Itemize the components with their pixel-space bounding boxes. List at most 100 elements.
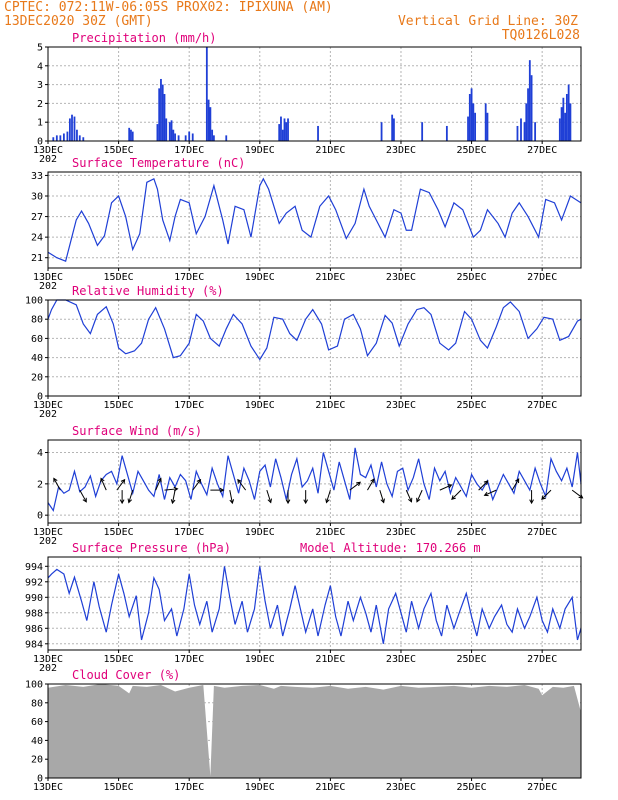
precip-bar xyxy=(280,116,282,141)
x-tick-label: 27DEC xyxy=(527,272,557,283)
panel-wind: 0 2 4 13DEC 15DEC 17DEC 19DEC 21DEC 23DEC 25DEC 27… xyxy=(33,424,584,547)
x-year-label: 202 xyxy=(39,281,57,292)
wind-arrow xyxy=(541,489,552,500)
precip-bar xyxy=(470,88,473,141)
x-tick-label: 17DEC xyxy=(174,527,204,538)
wind-arrow xyxy=(171,490,176,504)
precip-bar xyxy=(78,135,81,141)
precip-bar xyxy=(527,88,529,141)
panel-frame xyxy=(47,171,582,269)
precip-bar xyxy=(191,133,194,141)
y-tick-label: 3 xyxy=(37,80,43,91)
y-tick-label: 992 xyxy=(25,577,43,588)
precip-bar xyxy=(393,118,395,141)
y-tick-label: 4 xyxy=(37,448,43,459)
x-tick-label: 15DEC xyxy=(104,654,134,665)
x-tick-label: 21DEC xyxy=(315,145,345,156)
wind-arrowhead xyxy=(380,498,385,504)
wind-arrowhead xyxy=(514,478,520,484)
precip-bar xyxy=(558,118,561,141)
precip-bar xyxy=(486,112,489,141)
wind-arrow xyxy=(439,484,452,491)
y-tick-label: 988 xyxy=(25,608,43,619)
precip-bar xyxy=(62,133,65,141)
x-year-label: 202 xyxy=(39,154,57,165)
panel-title: Surface Pressure (hPa) xyxy=(72,541,231,555)
precip-bar xyxy=(165,118,168,141)
wind-arrowhead xyxy=(370,478,375,484)
x-tick-label: 17DEC xyxy=(174,400,204,411)
wind-arrowhead xyxy=(447,484,453,489)
precip-bar xyxy=(484,103,487,141)
wind-arrowhead xyxy=(229,499,235,505)
x-tick-label: 15DEC xyxy=(104,145,134,156)
y-tick-label: 24 xyxy=(31,233,43,244)
wind-arrow xyxy=(128,489,134,503)
x-tick-label: 21DEC xyxy=(315,527,345,538)
x-tick-label: 17DEC xyxy=(174,272,204,283)
precip-bar xyxy=(177,135,180,141)
x-tick-label: 21DEC xyxy=(315,654,345,665)
precip-bar xyxy=(76,129,78,141)
precip-bar xyxy=(172,129,175,141)
panel-frame xyxy=(47,46,582,142)
x-tick-label: 13DEC xyxy=(33,654,63,665)
panel-frame xyxy=(47,556,582,651)
model-altitude-label: Model Altitude: 170.266 m xyxy=(300,541,481,555)
y-tick-label: 1 xyxy=(37,118,43,129)
x-tick-label: 25DEC xyxy=(457,145,487,156)
wind-arrowhead xyxy=(407,497,413,503)
y-tick-label: 986 xyxy=(25,624,43,635)
x-tick-label: 21DEC xyxy=(315,272,345,283)
precip-bar xyxy=(278,124,281,141)
wind-arrowhead xyxy=(356,481,362,487)
wind-arrow xyxy=(511,478,520,491)
precip-bar xyxy=(168,122,171,141)
x-tick-label: 27DEC xyxy=(527,527,557,538)
wind-arrow xyxy=(405,489,412,503)
precip-bar xyxy=(472,103,475,141)
wind-arrowhead xyxy=(219,487,225,493)
x-tick-label: 15DEC xyxy=(104,272,134,283)
precip-bar xyxy=(468,94,471,141)
y-tick-label: 60 xyxy=(31,334,43,345)
precip-bar xyxy=(205,47,208,141)
precip-bar xyxy=(82,137,85,141)
x-year-label: 202 xyxy=(39,536,57,547)
y-tick-label: 0 xyxy=(37,511,43,522)
precip-bar xyxy=(131,131,134,141)
pres-line xyxy=(47,566,582,644)
x-tick-label: 17DEC xyxy=(174,782,204,793)
x-tick-label: 21DEC xyxy=(315,782,345,793)
wind-arrowhead xyxy=(483,480,489,485)
wind-arrow xyxy=(237,479,247,491)
precip-bar xyxy=(391,114,394,141)
x-tick-label: 25DEC xyxy=(457,654,487,665)
x-tick-label: 13DEC xyxy=(33,400,63,411)
wind-arrow xyxy=(116,479,126,491)
precip-bar xyxy=(68,118,71,141)
x-tick-label: 23DEC xyxy=(386,145,416,156)
y-tick-label: 100 xyxy=(25,680,43,691)
wind-arrowhead xyxy=(100,477,105,483)
wind-arrow xyxy=(192,479,201,491)
wind-arrow xyxy=(100,478,107,491)
precip-bar xyxy=(207,99,210,141)
wind-arrowhead xyxy=(483,491,489,497)
precip-bar xyxy=(174,133,176,141)
precip-bar xyxy=(528,60,531,141)
precip-bar xyxy=(73,116,76,141)
precip-bar xyxy=(128,127,131,141)
panel-title: Cloud Cover (%) xyxy=(72,668,180,682)
y-tick-label: 2 xyxy=(37,479,43,490)
y-tick-label: 40 xyxy=(31,736,43,747)
x-tick-label: 27DEC xyxy=(527,400,557,411)
precip-bar xyxy=(225,135,228,141)
x-tick-label: 15DEC xyxy=(104,527,134,538)
y-tick-label: 990 xyxy=(25,593,43,604)
wind-arrowhead xyxy=(120,478,126,484)
precip-bar xyxy=(525,103,528,141)
wind-arrowhead xyxy=(303,499,309,505)
x-tick-label: 25DEC xyxy=(457,782,487,793)
